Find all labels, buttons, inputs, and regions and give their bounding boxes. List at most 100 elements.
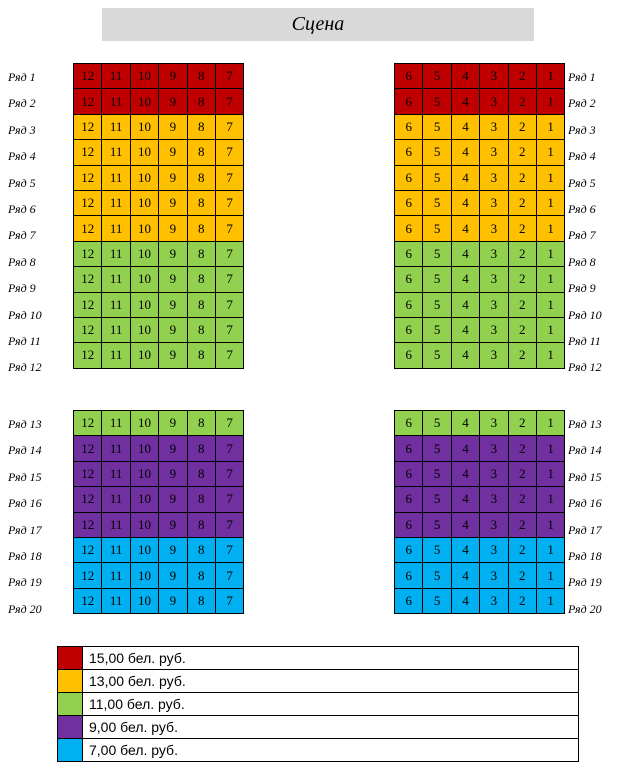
seat[interactable]: 6 [395, 487, 424, 513]
seat[interactable]: 4 [451, 436, 481, 462]
seat[interactable]: 9 [159, 436, 188, 462]
seat[interactable]: 2 [508, 563, 537, 589]
seat[interactable]: 3 [480, 190, 509, 217]
seat[interactable]: 9 [159, 216, 188, 242]
seat[interactable]: 8 [187, 190, 216, 217]
seat[interactable]: 11 [102, 64, 131, 90]
seat[interactable]: 10 [130, 241, 160, 268]
seat[interactable]: 9 [159, 114, 188, 141]
seat[interactable]: 10 [130, 317, 160, 344]
seat[interactable]: 10 [130, 537, 160, 564]
seat[interactable]: 9 [159, 512, 188, 538]
seat[interactable]: 12 [74, 411, 103, 437]
seat[interactable]: 7 [215, 588, 245, 615]
seat[interactable]: 2 [508, 512, 537, 538]
seat[interactable]: 8 [187, 140, 216, 166]
seat[interactable]: 5 [423, 343, 452, 369]
seat[interactable]: 10 [130, 140, 160, 166]
seat[interactable]: 10 [130, 563, 160, 589]
seat[interactable]: 12 [74, 165, 103, 191]
seat[interactable]: 12 [74, 317, 103, 344]
seat[interactable]: 4 [451, 140, 481, 166]
seat[interactable]: 12 [74, 114, 103, 141]
seat[interactable]: 4 [451, 537, 481, 564]
seat[interactable]: 8 [187, 216, 216, 242]
seat[interactable]: 4 [451, 411, 481, 437]
seat[interactable]: 5 [423, 140, 452, 166]
seat[interactable]: 9 [159, 292, 188, 318]
seat[interactable]: 7 [215, 89, 245, 115]
seat[interactable]: 2 [508, 267, 537, 293]
seat[interactable]: 3 [480, 165, 509, 191]
seat[interactable]: 2 [508, 292, 537, 318]
seat[interactable]: 5 [423, 537, 452, 564]
seat[interactable]: 5 [423, 267, 452, 293]
seat[interactable]: 5 [423, 165, 452, 191]
seat[interactable]: 9 [159, 537, 188, 564]
seat[interactable]: 11 [102, 487, 131, 513]
seat[interactable]: 3 [480, 292, 509, 318]
seat[interactable]: 6 [395, 537, 424, 564]
seat[interactable]: 6 [395, 140, 424, 166]
seat[interactable]: 2 [508, 114, 537, 141]
seat[interactable]: 11 [102, 436, 131, 462]
seat[interactable]: 11 [102, 190, 131, 217]
seat[interactable]: 11 [102, 165, 131, 191]
seat[interactable]: 7 [215, 563, 245, 589]
seat[interactable]: 5 [423, 241, 452, 268]
seat[interactable]: 6 [395, 64, 424, 90]
seat[interactable]: 4 [451, 114, 481, 141]
seat[interactable]: 3 [480, 216, 509, 242]
seat[interactable]: 1 [536, 292, 566, 318]
seat[interactable]: 5 [423, 436, 452, 462]
seat[interactable]: 4 [451, 216, 481, 242]
seat[interactable]: 4 [451, 512, 481, 538]
seat[interactable]: 3 [480, 461, 509, 488]
seat[interactable]: 9 [159, 343, 188, 369]
seat[interactable]: 10 [130, 588, 160, 615]
seat[interactable]: 1 [536, 89, 566, 115]
seat[interactable]: 5 [423, 292, 452, 318]
seat[interactable]: 8 [187, 436, 216, 462]
seat[interactable]: 10 [130, 292, 160, 318]
seat[interactable]: 9 [159, 317, 188, 344]
seat[interactable]: 2 [508, 317, 537, 344]
seat[interactable]: 11 [102, 343, 131, 369]
seat[interactable]: 11 [102, 411, 131, 437]
seat[interactable]: 11 [102, 241, 131, 268]
seat[interactable]: 10 [130, 165, 160, 191]
seat[interactable]: 1 [536, 512, 566, 538]
seat[interactable]: 1 [536, 343, 566, 369]
seat[interactable]: 9 [159, 588, 188, 615]
seat[interactable]: 5 [423, 563, 452, 589]
seat[interactable]: 2 [508, 461, 537, 488]
seat[interactable]: 4 [451, 292, 481, 318]
seat[interactable]: 7 [215, 343, 245, 369]
seat[interactable]: 12 [74, 292, 103, 318]
seat[interactable]: 5 [423, 588, 452, 615]
seat[interactable]: 11 [102, 563, 131, 589]
seat[interactable]: 8 [187, 563, 216, 589]
seat[interactable]: 3 [480, 64, 509, 90]
seat[interactable]: 7 [215, 64, 245, 90]
seat[interactable]: 1 [536, 241, 566, 268]
seat[interactable]: 2 [508, 165, 537, 191]
seat[interactable]: 10 [130, 461, 160, 488]
seat[interactable]: 1 [536, 436, 566, 462]
seat[interactable]: 10 [130, 190, 160, 217]
seat[interactable]: 9 [159, 563, 188, 589]
seat[interactable]: 1 [536, 487, 566, 513]
seat[interactable]: 8 [187, 588, 216, 615]
seat[interactable]: 1 [536, 216, 566, 242]
seat[interactable]: 5 [423, 411, 452, 437]
seat[interactable]: 8 [187, 512, 216, 538]
seat[interactable]: 11 [102, 89, 131, 115]
seat[interactable]: 11 [102, 537, 131, 564]
seat[interactable]: 3 [480, 537, 509, 564]
seat[interactable]: 8 [187, 461, 216, 488]
seat[interactable]: 11 [102, 216, 131, 242]
seat[interactable]: 12 [74, 190, 103, 217]
seat[interactable]: 12 [74, 563, 103, 589]
seat[interactable]: 6 [395, 89, 424, 115]
seat[interactable]: 7 [215, 292, 245, 318]
